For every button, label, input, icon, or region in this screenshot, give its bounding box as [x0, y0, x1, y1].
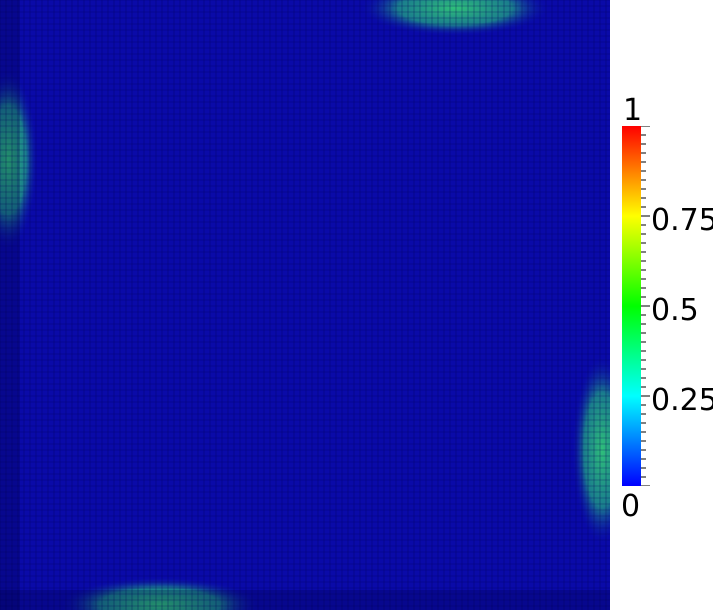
- colorbar-tick-label-075: 0.75: [651, 203, 713, 238]
- highlight-left: [0, 70, 38, 250]
- vignette-bottom: [0, 590, 610, 610]
- colorbar-min-label: 0: [621, 489, 641, 524]
- mesh-plot: [0, 0, 610, 610]
- vignette-left: [0, 0, 20, 610]
- colorbar-ticks: [641, 126, 650, 486]
- highlight-regions: [0, 0, 610, 610]
- colorbar-tick-label-025: 0.25: [651, 383, 713, 418]
- colorbar: [622, 126, 641, 486]
- mesh-grid-lines: [0, 0, 610, 610]
- colorbar-tick-label-05: 0.5: [651, 293, 699, 328]
- render-viewport[interactable]: [0, 0, 610, 610]
- colorbar-max-label: 1: [623, 93, 643, 128]
